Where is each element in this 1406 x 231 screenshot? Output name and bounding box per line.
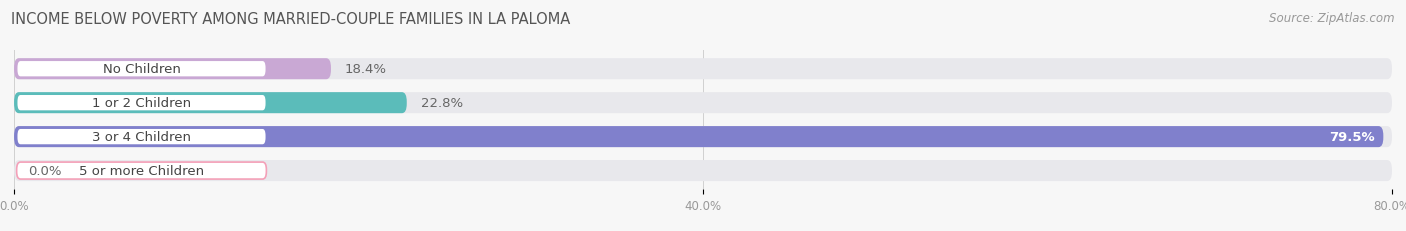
FancyBboxPatch shape: [17, 162, 266, 179]
FancyBboxPatch shape: [17, 95, 266, 112]
FancyBboxPatch shape: [14, 127, 1392, 148]
Text: 79.5%: 79.5%: [1329, 131, 1375, 143]
Text: 18.4%: 18.4%: [344, 63, 387, 76]
FancyBboxPatch shape: [14, 127, 1384, 148]
Text: 3 or 4 Children: 3 or 4 Children: [91, 131, 191, 143]
Text: 22.8%: 22.8%: [420, 97, 463, 110]
Text: No Children: No Children: [103, 63, 180, 76]
FancyBboxPatch shape: [14, 160, 1392, 181]
FancyBboxPatch shape: [17, 129, 266, 146]
Text: 5 or more Children: 5 or more Children: [79, 164, 204, 177]
Text: INCOME BELOW POVERTY AMONG MARRIED-COUPLE FAMILIES IN LA PALOMA: INCOME BELOW POVERTY AMONG MARRIED-COUPL…: [11, 12, 571, 27]
Text: 0.0%: 0.0%: [28, 164, 62, 177]
FancyBboxPatch shape: [14, 93, 406, 114]
FancyBboxPatch shape: [14, 59, 330, 80]
Text: Source: ZipAtlas.com: Source: ZipAtlas.com: [1270, 12, 1395, 24]
FancyBboxPatch shape: [17, 61, 266, 78]
Text: 1 or 2 Children: 1 or 2 Children: [91, 97, 191, 110]
FancyBboxPatch shape: [14, 93, 1392, 114]
FancyBboxPatch shape: [14, 59, 1392, 80]
